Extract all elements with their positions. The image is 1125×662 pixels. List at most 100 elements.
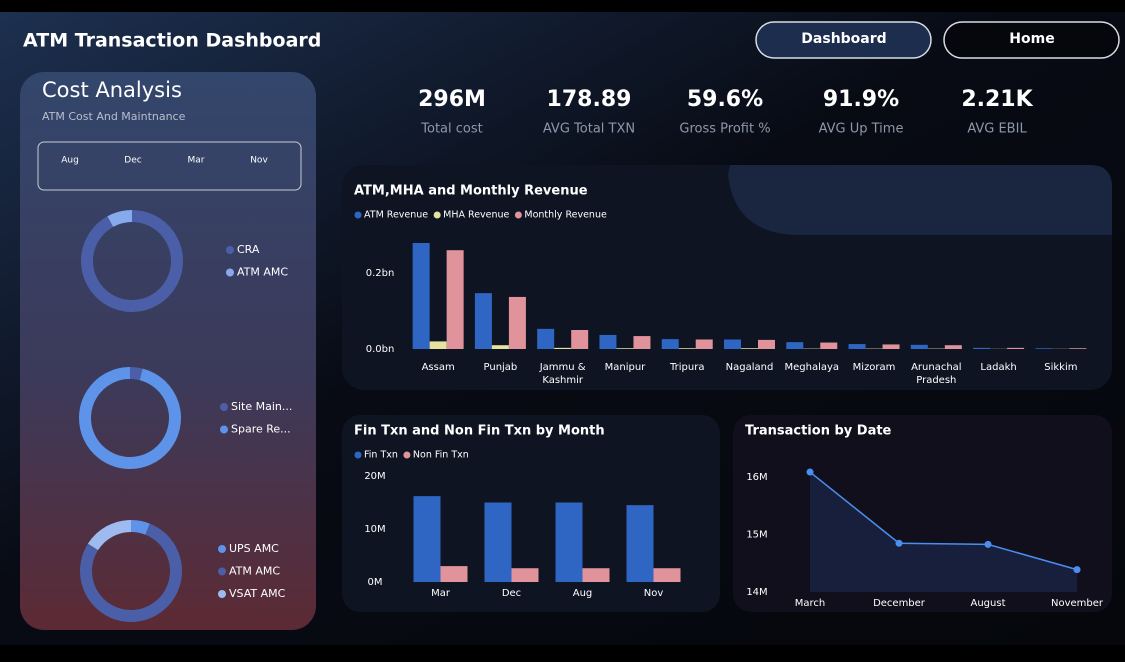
chart-title: ATM,MHA and Monthly Revenue (354, 184, 588, 199)
x-tick-label: Mar (431, 588, 451, 599)
point (1073, 566, 1081, 574)
line (809, 471, 1078, 571)
x-tick-label: Mizoram (853, 362, 896, 373)
area (810, 472, 1077, 592)
legend-label: Fin Txn (364, 450, 398, 461)
slicer-option[interactable]: Aug (61, 156, 79, 166)
slicer-option[interactable]: Dec (124, 156, 141, 166)
kpi-value: 296M (418, 87, 486, 112)
bar (412, 242, 430, 349)
legend-label: Spare Re... (231, 423, 291, 436)
button-label[interactable]: Dashboard (801, 31, 886, 47)
bar (973, 347, 991, 349)
bar (882, 344, 900, 349)
donut-segment (87, 520, 132, 551)
y-tick-label: 20M (364, 471, 385, 482)
bar (508, 296, 526, 349)
legend-swatch (403, 451, 411, 459)
legend-swatch (354, 451, 362, 459)
bar (616, 348, 634, 349)
x-tick-label: December (873, 598, 926, 609)
point (895, 539, 903, 547)
x-tick-label: Nagaland (726, 362, 774, 373)
slicer-option[interactable]: Mar (188, 156, 205, 166)
kpi-label: AVG Up Time (819, 122, 904, 137)
legend-label: VSAT AMC (229, 587, 286, 600)
bar (626, 505, 654, 582)
legend-label: Site Main... (231, 400, 292, 413)
legend-swatch (218, 545, 226, 553)
bar (555, 502, 583, 582)
legend-label: UPS AMC (229, 542, 279, 555)
legend-label: MHA Revenue (443, 210, 509, 221)
donut-segment (130, 520, 150, 535)
kpi-label: Total cost (420, 122, 482, 137)
bar (910, 344, 928, 349)
panel-title: Cost Analysis (42, 78, 182, 102)
bar (1069, 348, 1087, 349)
point (984, 540, 992, 548)
x-tick-label: Aug (573, 588, 593, 599)
kpi-value: 178.89 (547, 87, 632, 112)
bar (440, 566, 468, 582)
x-tick-label: March (795, 598, 825, 609)
legend-swatch (226, 246, 234, 254)
x-tick-label: Meghalaya (784, 362, 839, 373)
x-tick-label: Sikkim (1044, 362, 1077, 373)
bar (413, 496, 441, 582)
x-tick-label: Nov (644, 588, 664, 599)
home-button[interactable]: Home (943, 21, 1120, 59)
kpi-label: AVG Total TXN (543, 122, 635, 137)
x-tick-label: Punjab (484, 362, 518, 373)
legend-label: ATM AMC (237, 266, 288, 279)
chart-title: Fin Txn and Non Fin Txn by Month (354, 424, 605, 439)
bar (474, 293, 492, 349)
bar (724, 339, 741, 349)
donut-segment (79, 367, 181, 469)
bar (484, 502, 512, 582)
panel-decoration (728, 165, 1112, 235)
button-frame[interactable] (755, 21, 932, 59)
legend-swatch (433, 211, 441, 219)
month-slicer[interactable] (37, 141, 302, 191)
bar (758, 339, 775, 349)
bar (653, 568, 681, 582)
bar (633, 336, 651, 349)
dashboard-button[interactable]: Dashboard (755, 21, 932, 59)
bar (678, 348, 696, 349)
bar (491, 345, 509, 349)
slicer-option[interactable]: Nov (250, 156, 268, 166)
y-tick-label: 10M (364, 524, 385, 535)
bar (446, 250, 464, 349)
y-tick-label: 16M (746, 472, 767, 483)
bar (820, 342, 838, 349)
legend-label: Monthly Revenue (524, 210, 607, 221)
chart-title: Transaction by Date (745, 424, 892, 439)
button-label[interactable]: Home (1009, 31, 1054, 47)
kpi-label: Gross Profit % (679, 122, 770, 137)
button-frame[interactable] (943, 21, 1120, 59)
kpi-label: AVG EBIL (967, 122, 1027, 137)
x-tick-label: November (1051, 598, 1104, 609)
bar (537, 328, 555, 349)
legend-swatch (354, 211, 362, 219)
x-tick-label: Tripura (669, 362, 704, 373)
donut-segment (129, 367, 143, 381)
x-tick-label: Jammu & Kashmir (539, 362, 586, 386)
x-tick-label: Assam (422, 362, 455, 373)
bar (944, 345, 962, 349)
panel-subtitle: ATM Cost And Maintnance (42, 110, 186, 123)
y-tick-label: 0.2bn (366, 268, 395, 279)
bar (741, 348, 758, 349)
kpi-value: 2.21K (961, 87, 1033, 112)
y-tick-label: 14M (746, 587, 767, 598)
kpi-value: 91.9% (823, 87, 899, 112)
bar (661, 339, 679, 349)
legend-label: ATM Revenue (364, 210, 428, 221)
donut-segment (80, 523, 182, 622)
bar (1035, 348, 1053, 349)
bar (695, 339, 713, 349)
donut-segment (107, 210, 133, 227)
legend-swatch (220, 425, 228, 434)
dashboard-title: ATM Transaction Dashboard (23, 30, 321, 52)
